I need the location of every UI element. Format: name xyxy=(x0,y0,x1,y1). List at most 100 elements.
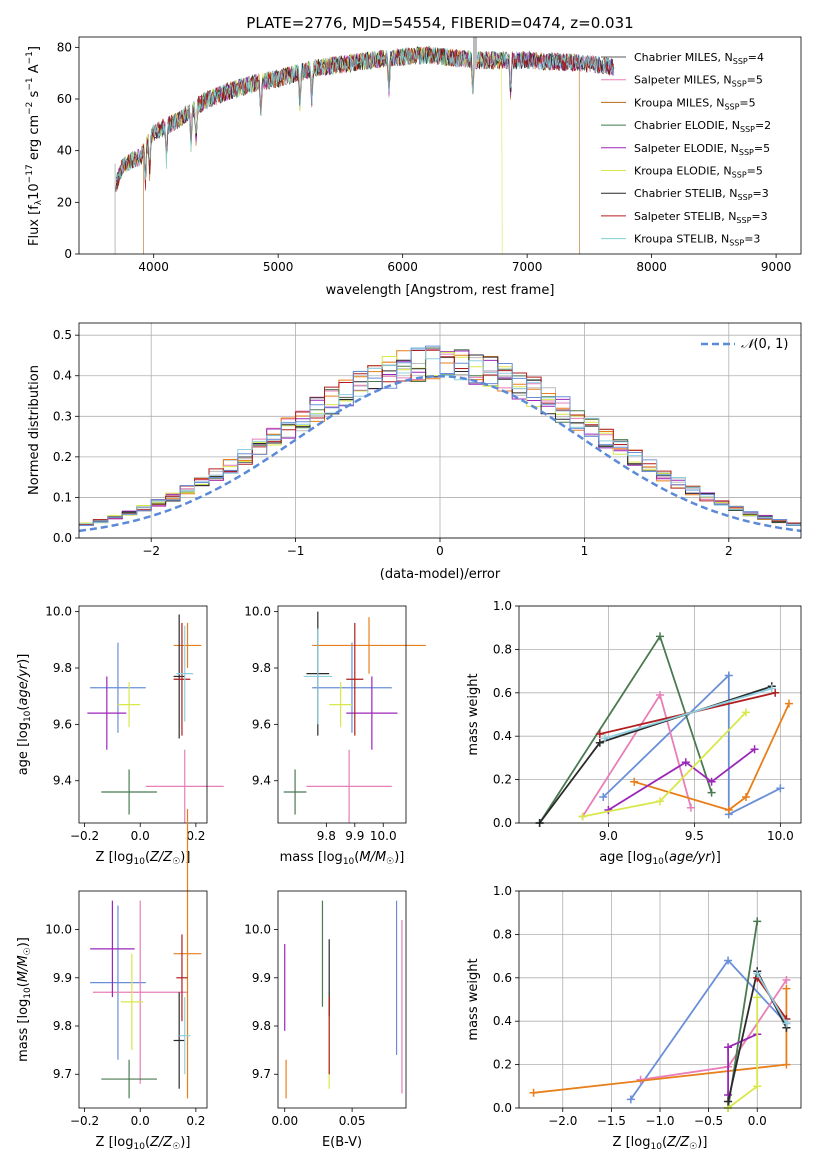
weight-marker xyxy=(784,699,793,708)
weight-marker xyxy=(724,956,733,965)
y-tick-label: 9.9 xyxy=(252,971,271,985)
y-tick-label: 0 xyxy=(64,247,72,261)
y-tick-label: 0.0 xyxy=(493,816,512,830)
mass-vs-ebv-panel: 0.00 0.05 9.7 9.8 9.9 10.0 E(B-V) xyxy=(244,890,407,1150)
y-tick-label: 0.3 xyxy=(53,409,72,423)
normal-curve xyxy=(78,374,802,533)
weight-marker xyxy=(604,805,613,814)
x-tick-label: 0.2 xyxy=(186,1114,205,1128)
y-tick-label: 0.6 xyxy=(493,686,512,700)
age-vs-metallicity-panel: −0.2 0.0 0.2 9.4 9.6 9.8 10.0 Z [log10(Z/Z☉)] ag… xyxy=(16,605,224,867)
legend-entry: 𝒩(0, 1) xyxy=(741,337,788,352)
weight-marker xyxy=(782,1019,791,1028)
weight-marker xyxy=(782,975,791,984)
axes-frame xyxy=(277,890,407,1109)
x-tick-label: 9.0 xyxy=(599,829,618,843)
y-axis-label: mass weight xyxy=(466,673,481,755)
y-axis-label: age [log10(age/yr)] xyxy=(16,654,33,776)
weight-marker xyxy=(578,812,587,821)
x-axis-label: Z [log10(Z/Z☉)] xyxy=(96,1135,191,1152)
y-tick-label: 0.6 xyxy=(493,971,512,985)
y-axis-label: mass weight xyxy=(466,958,481,1040)
y-tick-label: 9.6 xyxy=(252,717,271,731)
x-axis-label: wavelength [Angstrom, rest frame] xyxy=(326,283,555,298)
x-tick-label: 8000 xyxy=(636,260,667,274)
legend-entry: Kroupa STELIB, NSSP=3 xyxy=(634,233,760,248)
weight-marker xyxy=(753,969,762,978)
weight-marker xyxy=(750,745,759,754)
legend-entry: Salpeter ELODIE, NSSP=5 xyxy=(634,142,770,157)
weight-marker xyxy=(626,1095,635,1104)
weight-marker xyxy=(600,734,609,743)
legend-entry: Salpeter STELIB, NSSP=3 xyxy=(634,210,768,225)
x-tick-label: 2 xyxy=(725,544,733,558)
spectrum-line xyxy=(116,47,615,181)
axes-frame xyxy=(78,890,208,1109)
spectrum-line xyxy=(116,47,503,255)
weight-marker xyxy=(529,1088,538,1097)
y-tick-label: 0.4 xyxy=(53,369,72,383)
x-axis-label: E(B-V) xyxy=(322,1135,362,1150)
y-tick-label: 10.0 xyxy=(45,923,72,937)
y-tick-label: 60 xyxy=(57,92,72,106)
weight-marker xyxy=(741,792,750,801)
legend-entry: Salpeter MILES, NSSP=5 xyxy=(634,74,763,89)
axes-frame xyxy=(78,36,802,255)
y-tick-label: 9.7 xyxy=(252,1067,271,1081)
y-tick-label: 0.2 xyxy=(493,1058,512,1072)
y-tick-label: 80 xyxy=(57,40,72,54)
x-tick-label: 0 xyxy=(436,544,444,558)
legend-entry: Kroupa MILES, NSSP=5 xyxy=(634,96,756,111)
x-tick-label: 4000 xyxy=(138,260,169,274)
y-tick-label: 0.2 xyxy=(493,773,512,787)
x-tick-label: 0.0 xyxy=(131,829,150,843)
y-tick-label: 0.2 xyxy=(53,450,72,464)
y-tick-label: 9.8 xyxy=(252,661,271,675)
weight-marker xyxy=(753,1082,762,1091)
x-axis-label: (data-model)/error xyxy=(380,567,501,582)
weight-marker xyxy=(724,1043,733,1052)
y-tick-label: 0.5 xyxy=(53,328,72,342)
axes-frame xyxy=(518,890,802,1109)
y-tick-label: 0.8 xyxy=(493,927,512,941)
weight-line xyxy=(633,703,790,811)
weight-marker xyxy=(595,738,604,747)
histogram-step xyxy=(79,345,801,526)
legend-entry: Kroupa ELODIE, NSSP=5 xyxy=(634,165,763,180)
weight-marker xyxy=(599,792,608,801)
x-tick-label: −1 xyxy=(287,544,305,558)
spectrum-line xyxy=(143,47,580,255)
weight-marker xyxy=(771,688,780,697)
x-tick-label: −1.0 xyxy=(645,1114,674,1128)
x-tick-label: 1 xyxy=(581,544,589,558)
y-tick-label: 9.8 xyxy=(53,1019,72,1033)
weight-line xyxy=(756,973,788,1024)
weight-marker xyxy=(595,730,604,739)
x-tick-label: 9.8 xyxy=(317,829,336,843)
y-tick-label: 40 xyxy=(57,144,72,158)
masked-region xyxy=(472,37,477,68)
x-tick-label: 0.2 xyxy=(186,829,205,843)
weight-marker xyxy=(686,803,695,812)
y-tick-label: 9.8 xyxy=(252,1019,271,1033)
y-axis-label: Normed distribution xyxy=(27,365,42,495)
y-tick-label: 9.6 xyxy=(53,717,72,731)
weight-vs-age-panel: 9.0 9.5 10.0 0.0 0.2 0.4 0.6 0.8 1.0 age [log10(a… xyxy=(466,599,802,867)
y-tick-label: 0.1 xyxy=(53,490,72,504)
x-tick-label: 0.0 xyxy=(131,1114,150,1128)
weight-marker xyxy=(724,1097,733,1106)
x-tick-label: 6000 xyxy=(387,260,418,274)
y-tick-label: 10.0 xyxy=(45,605,72,619)
x-tick-label: 10.0 xyxy=(767,829,794,843)
y-tick-label: 1.0 xyxy=(493,599,512,613)
weight-vs-metallicity-panel: −2.0 −1.5 −1.0 −0.5 0.0 0.0 0.2 0.4 0.6 0.8 1.0 Z [… xyxy=(466,884,802,1152)
x-tick-label: 0.0 xyxy=(748,1114,767,1128)
x-axis-label: age [log10(age/yr)] xyxy=(599,850,721,867)
weight-marker xyxy=(782,1060,791,1069)
x-tick-label: −1.5 xyxy=(597,1114,626,1128)
weight-marker xyxy=(782,984,791,993)
x-tick-label: 0.05 xyxy=(339,1114,366,1128)
x-tick-label: −0.2 xyxy=(70,1114,99,1128)
weight-marker xyxy=(681,758,690,767)
